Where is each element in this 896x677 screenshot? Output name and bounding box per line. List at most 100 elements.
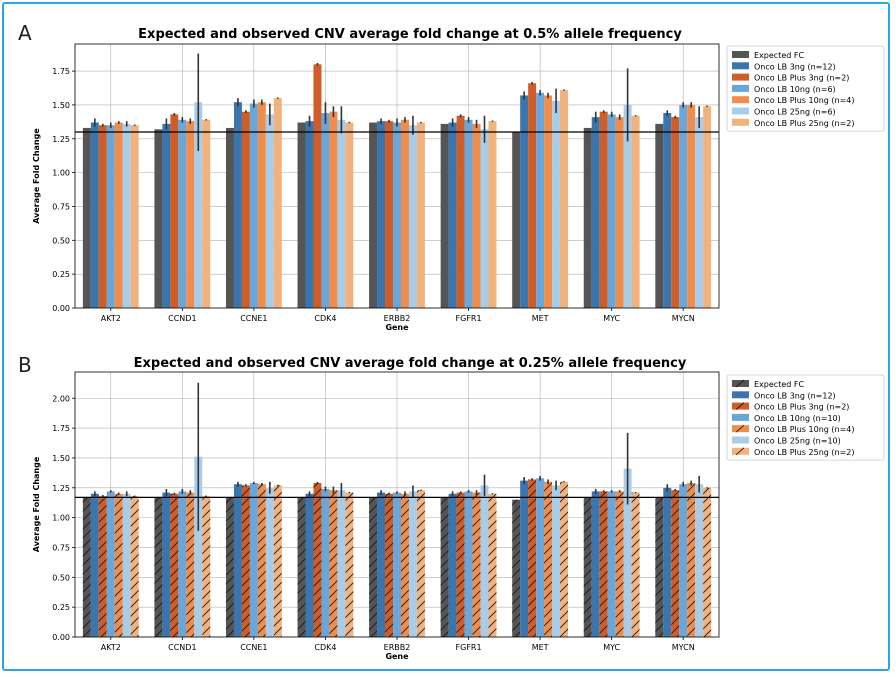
chart-b-bar-hatch [687, 483, 696, 637]
chart-a-xtick-label: CDK4 [314, 314, 336, 323]
chart-a-bar [90, 122, 99, 309]
chart-b-xtick-label: AKT2 [101, 643, 121, 652]
chart-a-bar [480, 129, 489, 308]
chart-a-bar [472, 123, 481, 308]
chart-b-bar [265, 487, 274, 637]
chart-b-bar-hatch [154, 497, 163, 637]
chart-b-bar-hatch [488, 493, 497, 637]
chart-a-ytick-label: 1.25 [52, 135, 70, 144]
chart-b-bar [106, 491, 115, 637]
chart-b-bar [679, 484, 688, 637]
chart-a-ytick-label: 1.50 [52, 101, 70, 110]
chart-b-bar [408, 491, 417, 637]
chart-a-bar [599, 111, 608, 308]
chart-a-xtick-label: MYCN [672, 314, 695, 323]
chart-a-xtick-label: FGFR1 [456, 314, 482, 323]
chart-a-bar [122, 123, 131, 308]
chart-b-bar-hatch [400, 493, 409, 637]
chart-b-title: Expected and observed CNV average fold c… [134, 356, 687, 371]
chart-b-bar [162, 492, 171, 637]
chart-a-bar [679, 104, 688, 308]
chart-b-bar [623, 468, 632, 637]
chart-b-legend-hatch [735, 379, 745, 388]
chart-b-bar-hatch [241, 485, 250, 637]
chart-a-xtick-label: CCNE1 [240, 314, 267, 323]
chart-b-bar-hatch [560, 481, 569, 637]
chart-a-ylabel: Average Fold Change [32, 128, 41, 224]
chart-a-bar [257, 102, 266, 308]
panel-b: B Expected and observed CNV average fold… [18, 353, 885, 661]
chart-a-xlabel: Gene [385, 323, 409, 332]
chart-a-bar [345, 122, 354, 309]
chart-b-bar-hatch [297, 497, 306, 637]
chart-b-bar-hatch [631, 492, 640, 637]
chart-a-legend-label: Onco LB 3ng (n=12) [754, 62, 836, 71]
chart-b-bar [464, 491, 473, 637]
chart-a-legend-label: Onco LB Plus 10ng (n=4) [754, 96, 855, 105]
chart-b-bar-hatch [329, 490, 338, 637]
chart-a-ytick-label: 1.75 [52, 67, 70, 76]
chart-b-legend-hatch [735, 447, 745, 456]
chart-a-bar [249, 103, 258, 308]
chart-a-bar [448, 122, 457, 309]
chart-a-xtick-label: MYC [603, 314, 620, 323]
chart-a-bar [408, 125, 417, 308]
chart-b-bar-hatch [202, 496, 211, 637]
chart-b-xtick-label: CDK4 [314, 643, 336, 652]
chart-b-bar-hatch [385, 493, 394, 637]
chart-b-legend-label: Onco LB Plus 3ng (n=2) [754, 403, 849, 412]
panel-a: A Expected and observed CNV average fold… [18, 21, 885, 332]
chart-a-bar [178, 119, 187, 308]
chart-a-bar [265, 114, 274, 309]
chart-b-bar-hatch [599, 491, 608, 637]
chart-a-xtick-label: CCND1 [168, 314, 196, 323]
chart-a-bar [671, 117, 680, 308]
chart-a-bar [154, 129, 163, 308]
chart-b-bar [393, 492, 401, 637]
chart-a-bar [416, 122, 425, 309]
chart-a-bar [456, 115, 465, 308]
chart-b-bar-hatch [512, 499, 521, 637]
chart-b-bar-hatch [82, 497, 91, 637]
chart-a-bar [377, 121, 386, 309]
chart-b-bar-hatch [186, 492, 195, 637]
chart-a-legend-label: Expected FC [754, 51, 804, 60]
chart-a-bar [623, 104, 632, 308]
chart-a-bar [305, 121, 314, 309]
chart-a-bar [400, 119, 409, 308]
chart-a-legend-label: Onco LB 10ng (n=6) [754, 85, 836, 94]
chart-b-bar [695, 484, 704, 637]
chart-a-bar [512, 132, 521, 308]
chart-b-bar [552, 485, 561, 637]
chart-b-ytick-label: 1.00 [52, 514, 70, 523]
chart-a-xtick-label: ERBB2 [384, 314, 411, 323]
chart-b-legend-swatch [732, 436, 749, 444]
chart-b-xtick-label: MYC [603, 643, 620, 652]
chart-a-legend-label: Onco LB 25ng (n=6) [754, 108, 836, 117]
chart-b-bar-hatch [345, 492, 354, 637]
chart-a-bar [114, 122, 123, 309]
chart-a-bar [329, 111, 338, 308]
chart-a-legend-swatch [732, 118, 749, 126]
chart-a-legend-swatch [732, 73, 749, 81]
chart-b-bar [337, 490, 346, 637]
chart-b-ytick-label: 1.25 [52, 484, 70, 493]
chart-a-ytick-label: 0.00 [52, 304, 70, 313]
chart-a-bar [520, 95, 529, 308]
chart-a-bar [655, 123, 664, 308]
chart-b-bar-hatch [369, 497, 378, 637]
chart-a-bar [98, 125, 107, 308]
chart-a-bar [464, 119, 473, 308]
chart-a-ytick-label: 0.75 [52, 202, 70, 211]
chart-a-bar [337, 119, 346, 308]
chart-a-bar [385, 121, 394, 309]
chart-b-bar [520, 480, 529, 637]
chart-b-bar [663, 487, 672, 637]
chart-a-bar [313, 64, 322, 308]
chart-b-bar [480, 485, 489, 637]
chart-a-bar [241, 111, 250, 308]
chart-a-ytick-label: 1.00 [52, 169, 70, 178]
chart-a-legend-swatch [732, 51, 749, 58]
chart-b-bar [305, 493, 314, 637]
